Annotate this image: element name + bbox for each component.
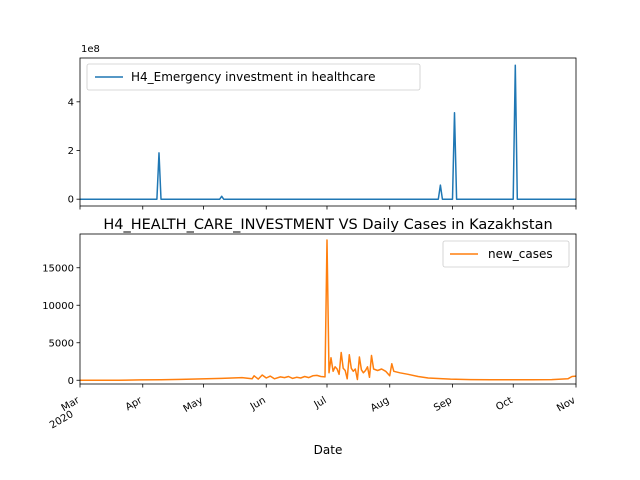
x-tick-label: Sep [432, 395, 454, 414]
top-y-ticks: 0 2 4 [68, 97, 80, 206]
bottom-legend-box [442, 240, 570, 268]
bottom-y-tick-label: 10000 [42, 301, 74, 312]
top-y-offset-label: 1e8 [81, 44, 100, 55]
bottom-y-tick-label: 15000 [42, 263, 74, 274]
top-series-line [80, 64, 576, 200]
x-tick-label: Oct [494, 395, 515, 413]
bottom-chart-title: H4_HEALTH_CARE_INVESTMENT VS Daily Cases… [103, 217, 552, 233]
bottom-legend: new_cases [442, 240, 570, 268]
bottom-series-group [80, 239, 577, 382]
top-y-tick-label: 2 [68, 146, 74, 157]
top-x-ticks [79, 206, 577, 210]
bottom-y-tick-label: 5000 [49, 338, 74, 349]
x-tick-label: Aug [369, 395, 391, 414]
x-tick-label: Apr [124, 395, 145, 414]
top-subplot: 1e8 0 2 4 H4_Emergency investment in healt… [68, 44, 577, 210]
bottom-legend-label: new_cases [488, 247, 553, 261]
top-axes-frame [79, 57, 577, 207]
x-tick-label: Jun [248, 395, 268, 413]
bottom-y-tick-label: 0 [68, 376, 74, 387]
x-tick-year-label: 2020 [48, 409, 76, 431]
bottom-y-ticks: 0 5000 10000 15000 [42, 263, 80, 387]
top-legend: H4_Emergency investment in healthcare [86, 63, 421, 91]
x-tick-label: May [182, 395, 205, 415]
top-legend-label: H4_Emergency investment in healthcare [131, 70, 375, 84]
top-legend-box [86, 63, 421, 91]
top-y-tick-label: 0 [68, 195, 74, 206]
x-tick-label: Jul [312, 395, 329, 411]
bottom-series-line [80, 239, 577, 382]
top-series-group [80, 64, 576, 200]
bottom-axes-frame [79, 233, 577, 385]
bottom-subplot: H4_HEALTH_CARE_INVESTMENT VS Daily Cases… [42, 217, 577, 457]
x-axis-label: Date [314, 443, 343, 457]
top-y-tick-label: 4 [68, 97, 74, 108]
x-tick-label: Nov [555, 395, 577, 414]
